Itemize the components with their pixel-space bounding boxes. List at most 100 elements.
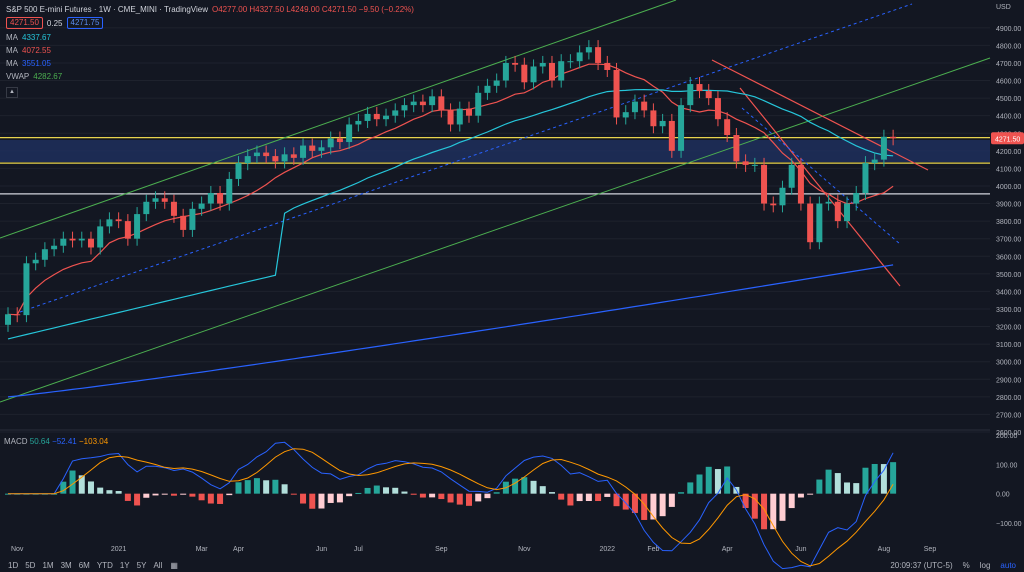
macd-histogram-bar (751, 493, 758, 519)
candle-body (309, 145, 316, 151)
candle-body (595, 47, 602, 63)
x-tick-label: Sep (924, 546, 937, 553)
y-tick-label: 2900.00 (996, 377, 1021, 384)
candle-body (705, 91, 712, 99)
candle-body (364, 113, 371, 121)
indicator-name[interactable]: MA (6, 33, 18, 42)
candle-body (678, 105, 685, 151)
indicator-name[interactable]: MA (6, 46, 18, 55)
candle-body (346, 124, 353, 143)
candle-body (484, 85, 491, 93)
macd-label[interactable]: MACD (4, 437, 28, 446)
symbol-title[interactable]: S&P 500 E-mini Futures · 1W · CME_MINI ·… (6, 5, 208, 14)
y-tick-label: 4600.00 (996, 79, 1021, 86)
candle-body (152, 198, 159, 202)
percent-toggle[interactable]: % (962, 560, 970, 570)
collapse-legend-icon[interactable]: ▲ (6, 87, 18, 98)
candle-body (558, 61, 565, 81)
log-toggle[interactable]: log (979, 560, 991, 570)
macd-histogram-bar (668, 493, 675, 507)
timeframe-1m[interactable]: 1M (42, 560, 54, 570)
candle-body (687, 84, 694, 106)
candle-body (631, 101, 638, 113)
y-tick-label: 4400.00 (996, 114, 1021, 121)
y-tick-label: 4700.00 (996, 61, 1021, 68)
indicator-name[interactable]: VWAP (6, 72, 30, 81)
timeframe-1d[interactable]: 1D (8, 560, 19, 570)
clock[interactable]: 20:09:37 (UTC-5) (890, 560, 953, 570)
candle-body (770, 203, 777, 206)
candle-body (456, 108, 463, 125)
candle-body (272, 156, 279, 162)
y-tick-label: 3300.00 (996, 307, 1021, 314)
candle-body (585, 47, 592, 53)
time-axis[interactable]: Nov 2021 Mar Apr Jun Jul Sep Nov 2022 Feb Apr Jun Au… (11, 546, 936, 553)
macd-histogram-bar (742, 493, 749, 509)
calendar-icon[interactable]: ▦ (170, 560, 178, 570)
candle-body (180, 215, 187, 230)
highlight-zone (0, 140, 990, 162)
candle-body (410, 101, 417, 106)
bid-price[interactable]: 4271.50 (6, 17, 43, 29)
timeframe-1y[interactable]: 1Y (119, 560, 130, 570)
candle-body (816, 203, 823, 243)
macd-histogram-bar (170, 493, 177, 496)
macd-value-2: −52.41 (52, 437, 77, 446)
last-price-box (991, 132, 1024, 145)
macd-histogram-bar (309, 493, 316, 509)
indicator-name[interactable]: MA (6, 59, 18, 68)
macd-histogram-bar (207, 493, 214, 504)
price-axis[interactable]: USD 2600.00 2700.00 2800.00 2900.00 3000.00 31… (996, 4, 1021, 437)
macd-histogram-bar (69, 470, 76, 494)
ask-price[interactable]: 4271.75 (66, 17, 104, 29)
candle-body (493, 80, 500, 86)
candle-body (336, 138, 343, 143)
macd-histogram-bar (180, 493, 187, 495)
macd-histogram-bar (788, 493, 795, 509)
macd-histogram-bar (880, 464, 887, 494)
candle-body (124, 221, 131, 239)
timeframe-6m[interactable]: 6M (78, 560, 90, 570)
timeframe-3m[interactable]: 3M (60, 560, 72, 570)
x-tick-label: 2021 (111, 546, 127, 553)
macd-histogram-bar (890, 462, 897, 494)
candle-body (761, 164, 768, 204)
candle-body (622, 112, 629, 118)
candle-body (834, 201, 841, 222)
candle-body (69, 238, 76, 241)
candle-body (87, 238, 94, 248)
candle-body (862, 163, 869, 194)
y-tick-label: 3500.00 (996, 272, 1021, 279)
macd-histogram-bar (456, 493, 463, 505)
x-tick-label: Jul (354, 546, 363, 553)
candle-body (383, 115, 390, 120)
y-tick-label: 2600.00 (996, 430, 1021, 437)
macd-tick-label: −100.00 (996, 521, 1022, 528)
macd-histogram-bar (797, 493, 804, 498)
candle-body (161, 198, 168, 202)
macd-histogram-bar (724, 466, 731, 494)
candle-body (318, 147, 325, 151)
timeframe-ytd[interactable]: YTD (96, 560, 113, 570)
macd-histogram-bar (512, 478, 519, 494)
y-tick-label: 3100.00 (996, 342, 1021, 349)
macd-histogram-bar (300, 493, 307, 504)
candle-body (779, 187, 786, 206)
x-tick-label: Jun (316, 546, 327, 553)
candle-body (401, 105, 408, 111)
auto-toggle[interactable]: auto (1000, 560, 1016, 570)
macd-legend: MACD 50.64 −52.41 −103.04 (4, 437, 108, 446)
macd-histogram-bar (613, 493, 620, 507)
x-tick-label: Nov (518, 546, 531, 553)
timeframe-5d[interactable]: 5D (25, 560, 36, 570)
candle-body (207, 193, 214, 204)
timeframe-5y[interactable]: 5Y (136, 560, 147, 570)
macd-histogram-bar (281, 484, 288, 494)
legend: S&P 500 E-mini Futures · 1W · CME_MINI ·… (6, 4, 414, 82)
channel-upper-line (0, 0, 677, 239)
macd-histogram-bar (871, 463, 878, 494)
macd-histogram-bar (263, 480, 270, 494)
candle-body (419, 101, 426, 106)
timeframe-all[interactable]: All (153, 560, 163, 570)
